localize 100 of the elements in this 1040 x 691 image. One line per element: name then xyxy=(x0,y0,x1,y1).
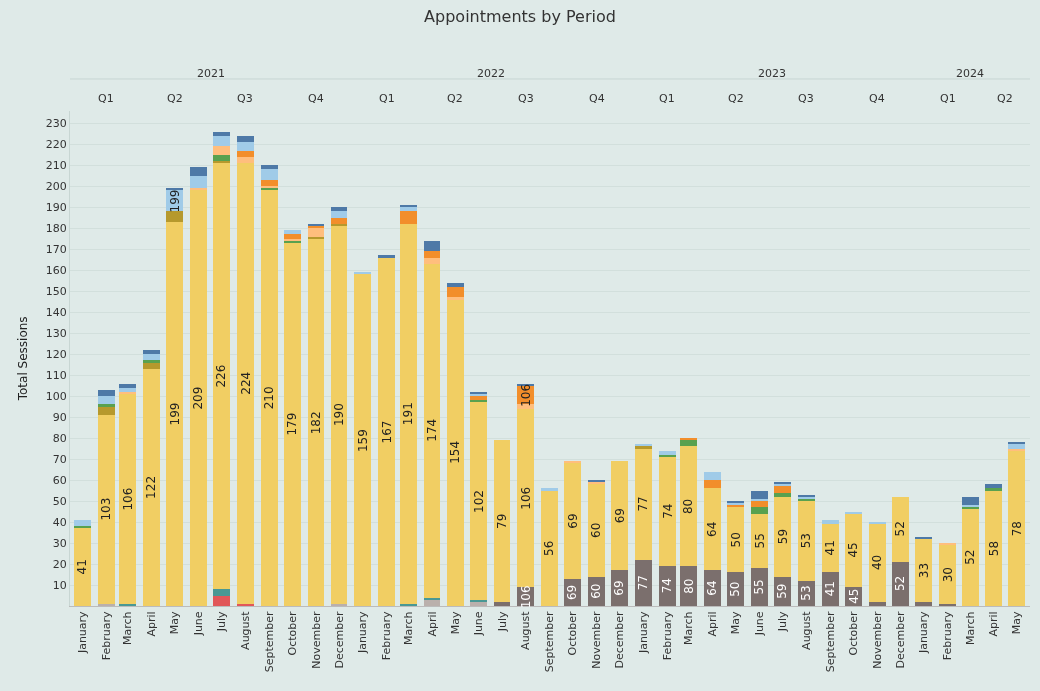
x-tick-label: September xyxy=(262,610,276,673)
bar xyxy=(939,545,957,604)
bar xyxy=(143,368,160,606)
bar xyxy=(166,221,183,606)
bar xyxy=(283,242,301,606)
x2-tick-label: Q2 xyxy=(167,92,183,105)
bar xyxy=(97,404,115,407)
total-label: 154 xyxy=(448,440,463,464)
x-tick-label: April xyxy=(145,611,159,637)
bar xyxy=(611,461,629,571)
total-label: 30 xyxy=(941,567,956,583)
total-label: 209 xyxy=(191,386,206,410)
total-label: 167 xyxy=(379,420,394,444)
total-label: 106 xyxy=(519,585,534,609)
x2-tick-label: Q3 xyxy=(518,92,534,105)
bar xyxy=(985,490,1003,606)
total-label: 33 xyxy=(916,562,931,579)
text: 45 xyxy=(845,542,860,558)
total-label: 55 xyxy=(752,579,767,595)
bar xyxy=(119,603,137,606)
bar xyxy=(143,349,160,355)
total-label: 78 xyxy=(1009,520,1024,537)
bar xyxy=(470,599,488,602)
x-tick-label: May xyxy=(448,610,462,635)
bar xyxy=(212,146,230,155)
y-tick-label: 50 xyxy=(52,494,67,508)
x-tick-label: October xyxy=(566,610,580,656)
bar xyxy=(658,456,676,567)
total-label: 56 xyxy=(542,540,557,556)
x-tick-label: July xyxy=(776,610,790,633)
total-label: 159 xyxy=(355,429,370,453)
text: 80 xyxy=(681,498,696,515)
bar xyxy=(680,438,698,441)
x-tick-label: October xyxy=(285,610,299,656)
bar xyxy=(470,396,488,401)
text: 55 xyxy=(752,533,767,549)
x-tick-label: March xyxy=(963,611,977,645)
x-tick-label: August xyxy=(519,610,533,650)
bar xyxy=(868,522,886,525)
bar xyxy=(541,488,559,491)
bar xyxy=(915,601,933,606)
total-label: 106 xyxy=(120,487,135,511)
bar xyxy=(470,601,488,606)
text: 106 xyxy=(518,486,533,510)
total-label: 52 xyxy=(893,575,908,592)
bar xyxy=(378,257,396,606)
bar xyxy=(750,498,768,502)
bar xyxy=(97,396,115,405)
total-label: 40 xyxy=(870,554,885,571)
text: 2021 xyxy=(197,67,225,80)
x-tick-label: December xyxy=(613,610,627,669)
y-tick-label: 160 xyxy=(45,264,67,278)
bar xyxy=(1008,442,1026,445)
x-tick-label: January xyxy=(75,610,89,655)
bar xyxy=(446,297,464,300)
bar xyxy=(189,188,207,191)
bar xyxy=(680,440,698,447)
bar xyxy=(236,163,254,604)
bar xyxy=(97,389,115,397)
total-label: 69 xyxy=(612,580,627,596)
bar xyxy=(658,454,676,457)
bar xyxy=(423,599,441,606)
bar xyxy=(821,519,839,525)
y-tick-label: 140 xyxy=(45,305,67,319)
text: 52 xyxy=(892,521,907,537)
bar xyxy=(1008,450,1026,606)
x-tick-label: June xyxy=(753,611,767,637)
bar xyxy=(774,496,791,577)
bar xyxy=(399,211,417,224)
bar xyxy=(658,450,676,455)
y-tick-label: 100 xyxy=(45,389,67,403)
bar xyxy=(915,536,933,539)
bar xyxy=(119,383,137,388)
bar xyxy=(634,448,652,560)
bar xyxy=(119,387,137,392)
total-label: 64 xyxy=(705,580,720,596)
text: 74 xyxy=(660,503,675,519)
bar xyxy=(212,595,230,606)
bar xyxy=(774,492,791,497)
bar xyxy=(423,257,441,264)
bar xyxy=(399,205,417,208)
x-tick-label: September xyxy=(823,610,837,673)
bar xyxy=(73,528,91,606)
text: 69 xyxy=(612,508,627,524)
bar xyxy=(844,513,862,588)
total-label: 80 xyxy=(681,578,696,594)
bar xyxy=(260,190,278,606)
bar xyxy=(423,251,441,258)
bar xyxy=(961,509,979,606)
bar xyxy=(260,179,278,187)
x-tick-label: February xyxy=(99,610,113,661)
bar xyxy=(541,490,559,606)
x-tick-label: August xyxy=(238,610,252,650)
bar xyxy=(260,165,278,170)
x-tick-label: July xyxy=(214,610,228,633)
bar xyxy=(166,188,183,191)
bar xyxy=(844,511,862,514)
bar xyxy=(399,223,417,604)
text: 69 xyxy=(565,513,580,529)
total-label: 103 xyxy=(98,497,113,521)
